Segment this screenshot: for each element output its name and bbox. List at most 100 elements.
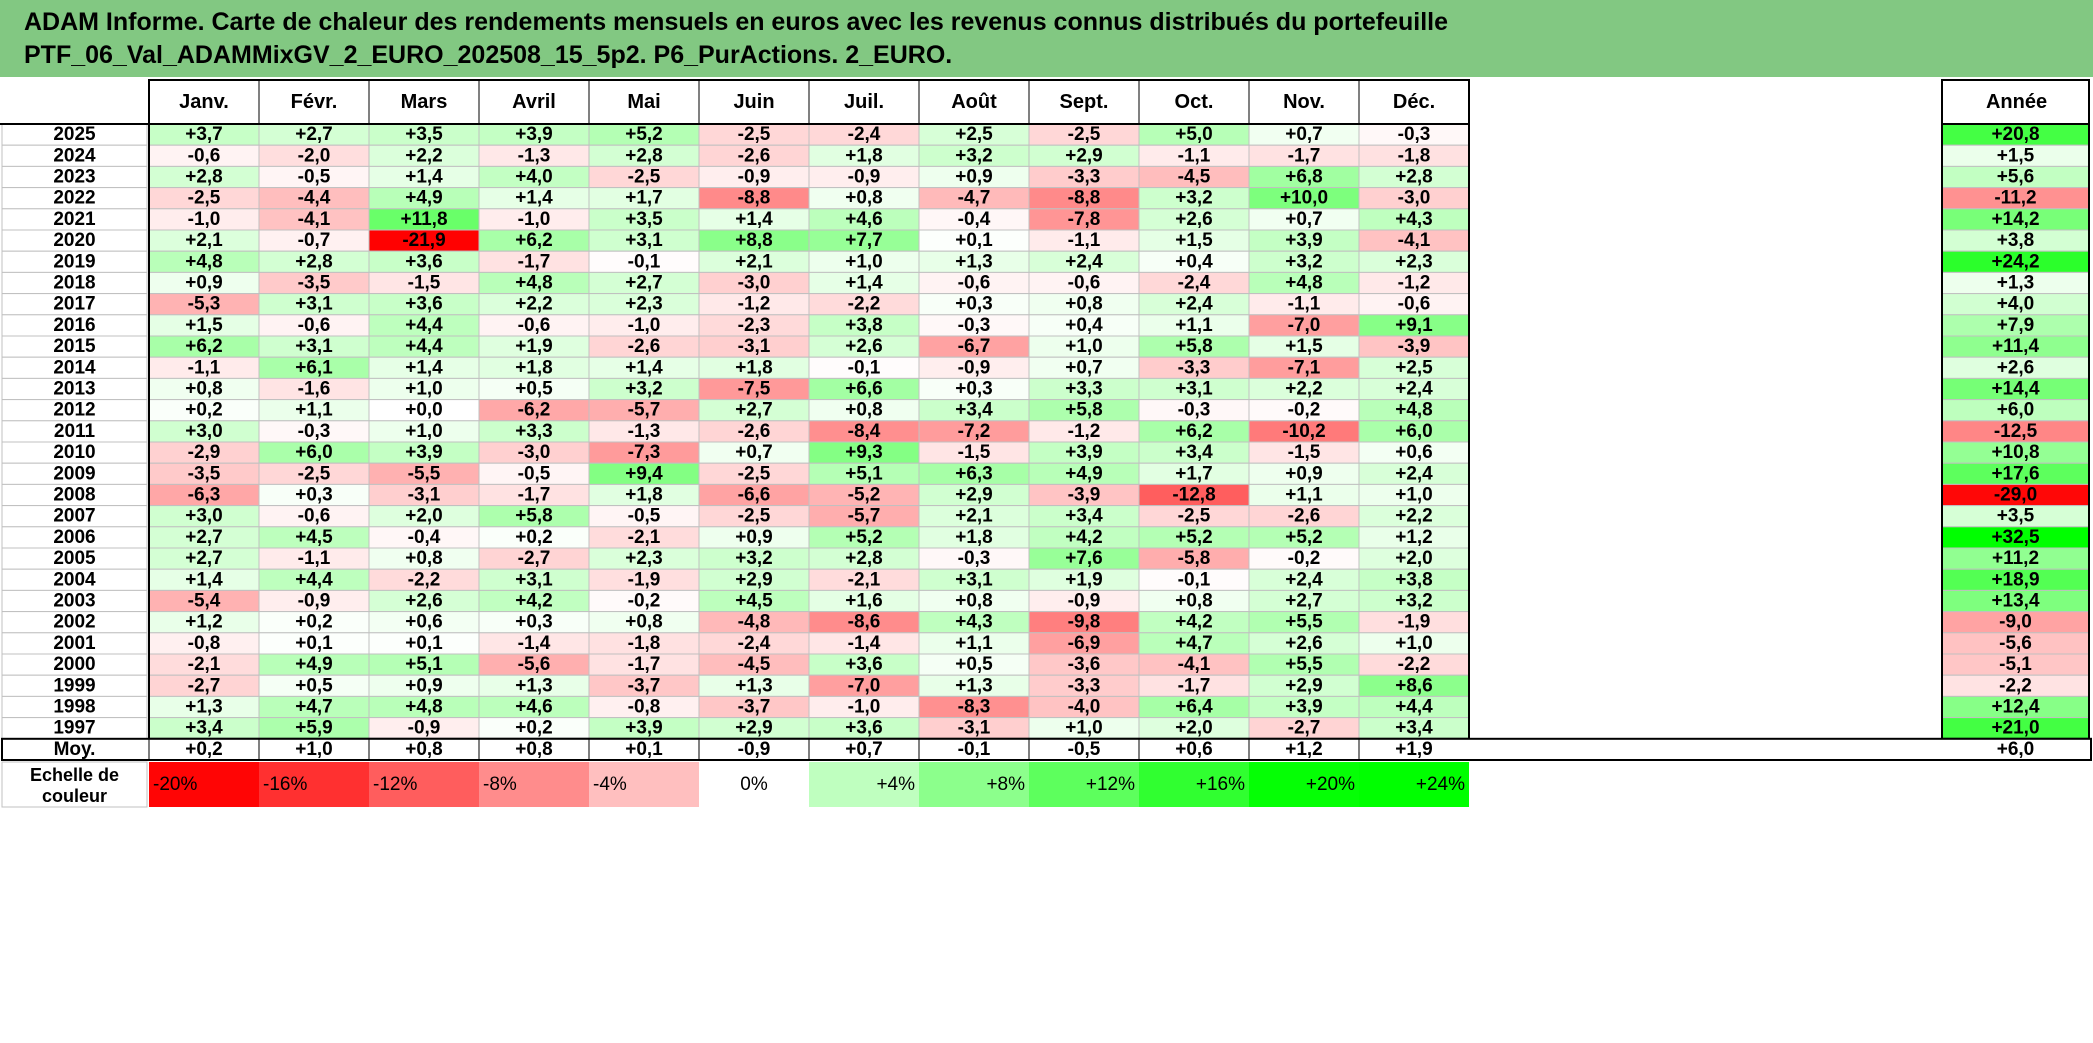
year-label: 2014 bbox=[53, 357, 96, 378]
heat-cell-value: +1,5 bbox=[185, 315, 223, 336]
heat-cell-value: -1,4 bbox=[848, 633, 881, 654]
year-label: 2010 bbox=[53, 442, 95, 463]
column-header: Janv. bbox=[179, 91, 229, 113]
heat-cell-value: -1,8 bbox=[628, 633, 661, 654]
heat-cell-value: +1,0 bbox=[845, 251, 883, 272]
heat-cell-value: +0,9 bbox=[405, 675, 443, 696]
heat-cell-value: +2,4 bbox=[1175, 294, 1213, 315]
annual-cell-value: +21,0 bbox=[1991, 718, 2039, 739]
annual-cell-value: +6,0 bbox=[1997, 400, 2035, 421]
heat-cell-value: +3,2 bbox=[1395, 591, 1433, 612]
scale-stop-label: -12% bbox=[373, 774, 417, 795]
heat-cell-value: +1,7 bbox=[625, 188, 663, 209]
heat-cell-value: -5,2 bbox=[848, 485, 881, 506]
heat-cell-value: +1,0 bbox=[1395, 633, 1433, 654]
year-label: 2017 bbox=[53, 294, 95, 315]
mean-cell-value: -0,5 bbox=[1068, 739, 1101, 760]
heat-cell-value: -1,5 bbox=[408, 273, 441, 294]
heat-cell-value: -0,6 bbox=[298, 506, 331, 527]
heat-cell-value: +4,8 bbox=[515, 273, 553, 294]
heat-cell-value: +5,5 bbox=[1285, 612, 1323, 633]
heat-cell-value: -2,6 bbox=[628, 336, 661, 357]
heat-cell-value: +2,0 bbox=[1175, 718, 1213, 739]
heat-cell-value: +2,2 bbox=[1395, 506, 1433, 527]
heat-cell-value: +2,5 bbox=[1395, 357, 1433, 378]
scale-stop-label: -8% bbox=[483, 774, 517, 795]
heat-cell-value: -3,5 bbox=[298, 273, 331, 294]
heat-cell-value: -3,1 bbox=[408, 485, 441, 506]
heat-cell-value: +4,5 bbox=[735, 591, 773, 612]
column-header: Sept. bbox=[1060, 91, 1109, 113]
heat-cell-value: +0,8 bbox=[1065, 294, 1103, 315]
heat-cell-value: +5,2 bbox=[1175, 527, 1213, 548]
heat-cell-value: -5,4 bbox=[188, 591, 221, 612]
annual-cell-value: +11,2 bbox=[1992, 548, 2039, 569]
heat-cell-value: +3,2 bbox=[625, 379, 663, 400]
heat-cell-value: +1,4 bbox=[845, 273, 883, 294]
heat-cell-value: +6,0 bbox=[1395, 421, 1433, 442]
heat-cell-value: +4,3 bbox=[1395, 209, 1433, 230]
heat-cell-value: -1,9 bbox=[628, 569, 661, 590]
heat-cell-value: +2,9 bbox=[1065, 145, 1103, 166]
column-header: Juil. bbox=[844, 91, 884, 113]
heat-cell-value: +0,8 bbox=[185, 379, 223, 400]
heat-cell-value: -9,8 bbox=[1068, 612, 1101, 633]
heat-cell-value: -7,1 bbox=[1288, 357, 1321, 378]
heat-cell-value: +1,4 bbox=[405, 357, 443, 378]
scale-swatch bbox=[259, 762, 369, 807]
heat-cell-value: +7,6 bbox=[1065, 548, 1103, 569]
heat-cell-value: +2,8 bbox=[1395, 167, 1433, 188]
year-label: 2022 bbox=[53, 188, 95, 209]
heat-cell-value: -2,2 bbox=[848, 294, 881, 315]
heat-cell-value: +0,1 bbox=[295, 633, 333, 654]
year-label: 2005 bbox=[53, 548, 96, 569]
column-header: Déc. bbox=[1393, 91, 1435, 113]
heat-cell-value: -3,9 bbox=[1068, 485, 1101, 506]
heat-cell-value: +3,5 bbox=[625, 209, 663, 230]
heat-cell-value: -1,2 bbox=[738, 294, 771, 315]
heat-cell-value: -0,6 bbox=[958, 273, 991, 294]
heat-cell-value: -0,3 bbox=[1398, 124, 1431, 145]
annual-cell-value: -9,0 bbox=[1999, 612, 2032, 633]
heat-cell-value: +4,7 bbox=[1175, 633, 1213, 654]
heat-cell-value: -8,6 bbox=[848, 612, 881, 633]
heat-cell-value: +3,4 bbox=[1395, 718, 1433, 739]
heat-cell-value: -4,5 bbox=[738, 654, 771, 675]
year-label: 1997 bbox=[53, 718, 95, 739]
heat-cell-value: +0,2 bbox=[515, 527, 553, 548]
heat-cell-value: +3,4 bbox=[1175, 442, 1213, 463]
heat-cell-value: -7,3 bbox=[628, 442, 661, 463]
year-label: 2019 bbox=[53, 251, 95, 272]
heat-cell-value: +3,9 bbox=[1065, 442, 1103, 463]
mean-cell-value: -0,9 bbox=[738, 739, 771, 760]
heat-cell-value: -1,7 bbox=[1288, 145, 1321, 166]
heat-cell-value: -0,3 bbox=[298, 421, 331, 442]
heat-cell-value: +2,3 bbox=[1395, 251, 1433, 272]
heat-cell-value: +3,3 bbox=[515, 421, 553, 442]
heat-cell-value: +4,2 bbox=[1065, 527, 1103, 548]
year-label: 2008 bbox=[53, 485, 95, 506]
annual-cell-value: +13,4 bbox=[1991, 591, 2040, 612]
heat-cell-value: -4,1 bbox=[298, 209, 331, 230]
scale-swatch bbox=[1029, 762, 1139, 807]
heat-cell-value: -3,0 bbox=[1398, 188, 1431, 209]
heat-cell-value: -7,0 bbox=[1288, 315, 1321, 336]
heat-cell-value: +3,6 bbox=[405, 294, 443, 315]
year-label: 2020 bbox=[53, 230, 95, 251]
scale-stop-label: +20% bbox=[1306, 774, 1355, 795]
heat-cell-value: +2,3 bbox=[625, 548, 663, 569]
heat-cell-value: +0,3 bbox=[955, 294, 993, 315]
heat-cell-value: -2,9 bbox=[188, 442, 221, 463]
heat-cell-value: +1,8 bbox=[735, 357, 773, 378]
heat-cell-value: +2,6 bbox=[405, 591, 443, 612]
heat-cell-value: +0,0 bbox=[405, 400, 443, 421]
heat-cell-value: +3,9 bbox=[625, 718, 663, 739]
heat-cell-value: -2,1 bbox=[188, 654, 221, 675]
heat-cell-value: -3,3 bbox=[1068, 167, 1101, 188]
heat-cell-value: +0,8 bbox=[845, 188, 883, 209]
heat-cell-value: +1,0 bbox=[1065, 718, 1103, 739]
heat-cell-value: +2,1 bbox=[185, 230, 223, 251]
heat-cell-value: -2,5 bbox=[1178, 506, 1211, 527]
heat-cell-value: +1,3 bbox=[515, 675, 553, 696]
heat-cell-value: -1,0 bbox=[628, 315, 661, 336]
